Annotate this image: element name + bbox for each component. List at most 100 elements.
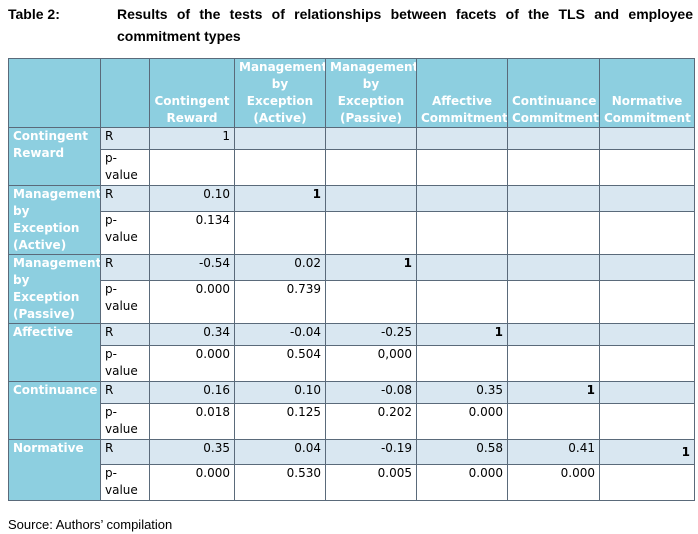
r-value-cell [599, 253, 695, 282]
stat-label-p: p-value [100, 149, 150, 186]
p-value-cell [599, 464, 695, 501]
r-value-cell [416, 184, 508, 213]
table-row: p-value 0.000 0.530 0.005 0.000 0.000 [9, 464, 695, 501]
table-body: Contingent Reward R 1 p-value Management by … [8, 127, 695, 501]
stat-label-r: R [100, 323, 150, 346]
p-value-cell [234, 149, 326, 186]
r-value-cell: -0.54 [149, 253, 235, 282]
r-value-cell [507, 184, 600, 213]
table-row: Contingent Reward R 1 [8, 127, 695, 186]
r-value-cell: 0.10 [149, 184, 235, 213]
r-value-cell: -0.04 [234, 323, 326, 346]
r-value-cell [599, 381, 695, 404]
column-header: Continuance Commitment [507, 58, 600, 128]
r-value-cell [416, 127, 508, 150]
row-header: Management by Exception (Active) [8, 185, 101, 255]
r-value-cell [416, 253, 508, 282]
r-value-cell [599, 184, 695, 213]
r-value-cell: 0.04 [234, 439, 326, 465]
p-value-cell: 0.202 [325, 403, 417, 440]
p-value-cell: 0.000 [149, 345, 235, 382]
corner-cell [8, 58, 101, 128]
column-header: Normative Commitment [599, 58, 695, 128]
r-value-cell: 1 [325, 253, 417, 282]
p-value-cell: 0.000 [149, 464, 235, 501]
p-value-cell: 0.005 [325, 464, 417, 501]
p-value-cell [149, 149, 235, 186]
p-value-cell [507, 280, 600, 324]
table-row: p-value 0.018 0.125 0.202 0.000 [9, 403, 695, 440]
r-value-cell: 0.10 [234, 381, 326, 404]
p-value-cell: 0.530 [234, 464, 326, 501]
table-row: p-value 0.134 [9, 211, 695, 255]
stat-label-r: R [100, 184, 150, 213]
table-row: p-value 0.000 0.504 0,000 [9, 345, 695, 382]
p-value-cell [416, 345, 508, 382]
stat-label-p: p-value [100, 211, 150, 255]
p-value-cell [599, 211, 695, 255]
r-value-cell: 1 [507, 381, 600, 404]
table-row: Affective R 0.34 -0.04 -0.25 1 [8, 323, 695, 382]
r-value-cell: 1 [416, 323, 508, 346]
r-value-cell [325, 127, 417, 150]
p-value-cell [599, 280, 695, 324]
table-row: Management by Exception (Active) R 0.10 1 [8, 184, 695, 255]
column-header: Management by Exception (Active) [234, 58, 326, 128]
p-value-cell: 0.000 [416, 464, 508, 501]
row-header: Contingent Reward [8, 127, 101, 186]
p-value-cell [325, 149, 417, 186]
r-value-cell: 1 [234, 184, 326, 213]
p-value-cell: 0.000 [507, 464, 600, 501]
source-note: Source: Authors’ compilation [8, 517, 173, 532]
table-number: Table 2: [8, 6, 60, 22]
table-row: Normative R 0.35 0.04 -0.19 0.58 0.41 1 [8, 439, 695, 501]
r-value-cell: 0.35 [416, 381, 508, 404]
r-value-cell [599, 323, 695, 346]
p-value-cell: 0.134 [149, 211, 235, 255]
p-value-cell [599, 345, 695, 382]
stat-label-p: p-value [100, 464, 150, 501]
r-value-cell [507, 127, 600, 150]
correlation-table: Contingent Reward Management by Exceptio… [8, 58, 695, 501]
table-row: Management by Exception (Passive) R -0.54 0… [8, 253, 695, 324]
r-value-cell: -0.19 [325, 439, 417, 465]
column-header: Affective Commitment [416, 58, 508, 128]
p-value-cell: 0.000 [416, 403, 508, 440]
row-header: Continuance [8, 381, 101, 440]
r-value-cell: 0.02 [234, 253, 326, 282]
r-value-cell: 0.35 [149, 439, 235, 465]
p-value-cell [416, 149, 508, 186]
stat-label-r: R [100, 439, 150, 465]
corner-cell [100, 58, 150, 128]
stat-label-r: R [100, 381, 150, 404]
p-value-cell: 0.504 [234, 345, 326, 382]
r-value-cell [507, 323, 600, 346]
r-value-cell: 0.58 [416, 439, 508, 465]
r-value-cell [234, 127, 326, 150]
row-header: Management by Exception (Passive) [8, 254, 101, 324]
p-value-cell: 0.739 [234, 280, 326, 324]
p-value-cell [599, 149, 695, 186]
r-value-cell: 0.16 [149, 381, 235, 404]
p-value-cell [599, 403, 695, 440]
stat-label-p: p-value [100, 403, 150, 440]
p-value-cell [507, 403, 600, 440]
table-row: p-value 0.000 0.739 [9, 280, 695, 324]
table-row: p-value [9, 149, 695, 186]
p-value-cell [507, 211, 600, 255]
stat-label-p: p-value [100, 345, 150, 382]
p-value-cell [507, 149, 600, 186]
r-value-cell: 1 [599, 439, 695, 465]
r-value-cell: -0.25 [325, 323, 417, 346]
stat-label-r: R [100, 127, 150, 150]
r-value-cell: -0.08 [325, 381, 417, 404]
p-value-cell: 0.125 [234, 403, 326, 440]
column-header: Management by Exception (Passive) [325, 58, 417, 128]
p-value-cell: 0.000 [149, 280, 235, 324]
row-header: Normative [8, 439, 101, 501]
stat-label-p: p-value [100, 280, 150, 324]
table-row: Continuance R 0.16 0.10 -0.08 0.35 1 [8, 381, 695, 440]
stat-label-r: R [100, 253, 150, 282]
p-value-cell: 0,000 [325, 345, 417, 382]
p-value-cell: 0.018 [149, 403, 235, 440]
